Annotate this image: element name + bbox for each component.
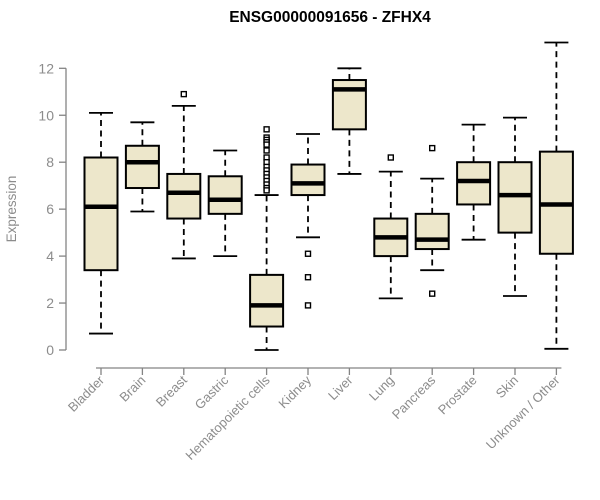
outlier-point [180,90,188,98]
iqr-box [290,163,326,197]
x-category-label: Prostate [435,373,480,418]
outlier-point [263,141,270,148]
x-category-label: Unknown / Other [483,372,563,452]
box-layer [83,79,574,328]
outlier-point [304,274,312,281]
y-tick-label: 12 [38,60,54,76]
y-tick-label: 8 [46,154,54,170]
outlier-point [304,250,312,257]
iqr-box [207,175,243,215]
iqr-box [456,161,492,206]
x-category-label: Brain [116,373,148,405]
outlier-point [263,147,270,154]
outlier-layer [180,90,436,309]
x-category-label: Kidney [275,372,314,411]
x-category-label: Lung [366,373,397,404]
x-category-label: Skin [493,373,521,401]
outlier-point [304,302,312,309]
x-category-label: Bladder [65,372,108,415]
x-category-label: Breast [153,372,190,409]
whisker-layer [89,41,569,351]
iqr-box [83,156,119,272]
y-tick-label: 4 [46,248,54,264]
outlier-point [263,187,270,194]
y-tick-label: 2 [46,295,54,311]
y-axis-title: Expression [4,176,19,243]
iqr-box [124,144,160,190]
outlier-point [387,154,394,161]
outlier-point [429,144,436,152]
iqr-box [166,172,202,220]
iqr-box [497,161,533,234]
x-category-label: Liver [325,372,356,403]
x-category-label: Gastric [192,372,232,412]
iqr-box [414,212,450,251]
x-category-label: Pancreas [389,372,439,422]
outlier-point [429,290,436,297]
y-tick-label: 0 [46,342,54,358]
chart-title: ENSG00000091656 - ZFHX4 [229,9,431,26]
iqr-box [249,273,285,328]
y-tick-label: 6 [46,201,54,217]
outlier-point [263,126,270,133]
y-tick-label: 10 [38,107,54,123]
